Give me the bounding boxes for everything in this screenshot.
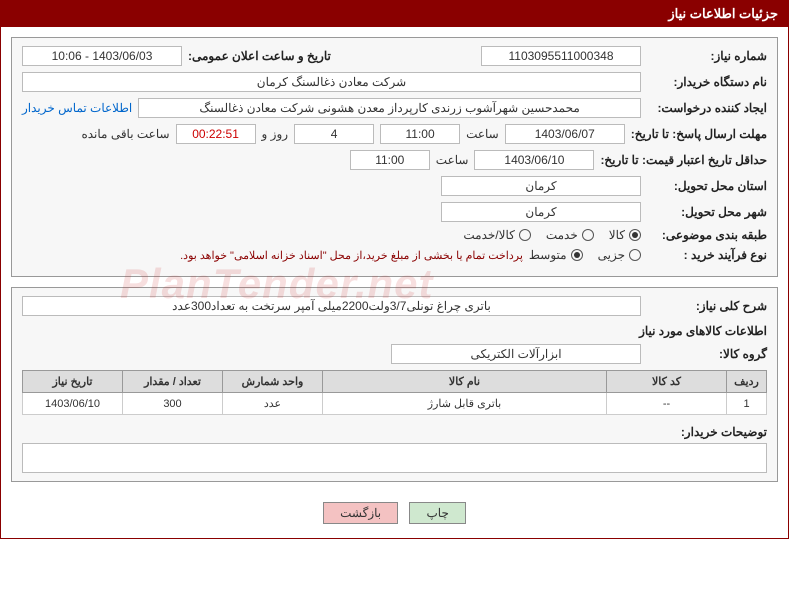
process-label: نوع فرآیند خرید :	[647, 248, 767, 262]
contact-link[interactable]: اطلاعات تماس خریدار	[22, 101, 132, 115]
validity-label: حداقل تاریخ اعتبار قیمت: تا تاریخ:	[600, 153, 767, 167]
need-number-label: شماره نیاز:	[647, 49, 767, 63]
th-row: ردیف	[727, 371, 767, 393]
cell-unit: عدد	[223, 393, 323, 415]
radio-icon	[629, 249, 641, 261]
province-value: کرمان	[441, 176, 641, 196]
process-option-medium[interactable]: متوسط	[529, 248, 583, 262]
th-code: کد کالا	[607, 371, 727, 393]
th-qty: تعداد / مقدار	[123, 371, 223, 393]
cell-row: 1	[727, 393, 767, 415]
process-option-minor[interactable]: جزیی	[598, 248, 641, 262]
radio-label: کالا/خدمت	[463, 228, 514, 242]
radio-icon	[571, 249, 583, 261]
cell-qty: 300	[123, 393, 223, 415]
goods-section-title: اطلاعات کالاهای مورد نیاز	[22, 324, 767, 338]
summary-value: باتری چراغ تونلی3/7ولت2200میلی آمپر سرتخ…	[22, 296, 641, 316]
deadline-date: 1403/06/07	[505, 124, 625, 144]
panel-body: شماره نیاز: 1103095511000348 تاریخ و ساع…	[1, 27, 788, 538]
city-value: کرمان	[441, 202, 641, 222]
buyer-org-label: نام دستگاه خریدار:	[647, 75, 767, 89]
th-name: نام کالا	[323, 371, 607, 393]
announce-label: تاریخ و ساعت اعلان عمومی:	[188, 49, 331, 63]
process-radio-group: جزیی متوسط	[529, 248, 641, 262]
category-radio-group: کالا خدمت کالا/خدمت	[463, 228, 641, 242]
requester-label: ایجاد کننده درخواست:	[647, 101, 767, 115]
group-value: ابزارآلات الکتریکی	[391, 344, 641, 364]
radio-icon	[629, 229, 641, 241]
deadline-label: مهلت ارسال پاسخ: تا تاریخ:	[631, 127, 767, 141]
button-row: چاپ بازگشت	[11, 492, 778, 528]
th-unit: واحد شمارش	[223, 371, 323, 393]
category-option-service[interactable]: خدمت	[546, 228, 594, 242]
category-option-goods[interactable]: کالا	[609, 228, 641, 242]
panel-title: جزئیات اطلاعات نیاز	[1, 1, 788, 27]
province-label: استان محل تحویل:	[647, 179, 767, 193]
cell-name: باتری قابل شارژ	[323, 393, 607, 415]
category-option-both[interactable]: کالا/خدمت	[463, 228, 530, 242]
radio-label: کالا	[609, 228, 625, 242]
buyer-notes-value	[22, 443, 767, 473]
th-date: تاریخ نیاز	[23, 371, 123, 393]
deadline-countdown: 00:22:51	[176, 124, 256, 144]
validity-date: 1403/06/10	[474, 150, 594, 170]
city-label: شهر محل تحویل:	[647, 205, 767, 219]
radio-label: متوسط	[529, 248, 567, 262]
details-panel: جزئیات اطلاعات نیاز شماره نیاز: 11030955…	[0, 0, 789, 539]
deadline-time: 11:00	[380, 124, 460, 144]
deadline-days-label: روز و	[262, 127, 289, 141]
validity-time: 11:00	[350, 150, 430, 170]
process-note: پرداخت تمام یا بخشی از مبلغ خرید،از محل …	[180, 249, 523, 262]
print-button[interactable]: چاپ	[409, 502, 465, 524]
buyer-notes-label: توضیحات خریدار:	[681, 425, 767, 439]
announce-value: 1403/06/03 - 10:06	[22, 46, 182, 66]
radio-label: جزیی	[598, 248, 625, 262]
info-box: شماره نیاز: 1103095511000348 تاریخ و ساع…	[11, 37, 778, 277]
need-number-value: 1103095511000348	[481, 46, 641, 66]
buyer-org-value: شرکت معادن ذغالسنگ کرمان	[22, 72, 641, 92]
table-row: 1 -- باتری قابل شارژ عدد 300 1403/06/10	[23, 393, 767, 415]
requester-value: محمدحسین شهرآشوب زرندی کارپرداز معدن هشو…	[138, 98, 641, 118]
deadline-remaining-label: ساعت باقی مانده	[81, 127, 169, 141]
validity-time-label: ساعت	[436, 153, 469, 167]
back-button[interactable]: بازگشت	[323, 502, 398, 524]
deadline-days: 4	[294, 124, 374, 144]
radio-icon	[519, 229, 531, 241]
deadline-time-label: ساعت	[466, 127, 499, 141]
goods-table: ردیف کد کالا نام کالا واحد شمارش تعداد /…	[22, 370, 767, 415]
group-label: گروه کالا:	[647, 347, 767, 361]
details-box: شرح کلی نیاز: باتری چراغ تونلی3/7ولت2200…	[11, 287, 778, 482]
category-label: طبقه بندی موضوعی:	[647, 228, 767, 242]
cell-date: 1403/06/10	[23, 393, 123, 415]
radio-label: خدمت	[546, 228, 578, 242]
radio-icon	[582, 229, 594, 241]
cell-code: --	[607, 393, 727, 415]
summary-label: شرح کلی نیاز:	[647, 299, 767, 313]
